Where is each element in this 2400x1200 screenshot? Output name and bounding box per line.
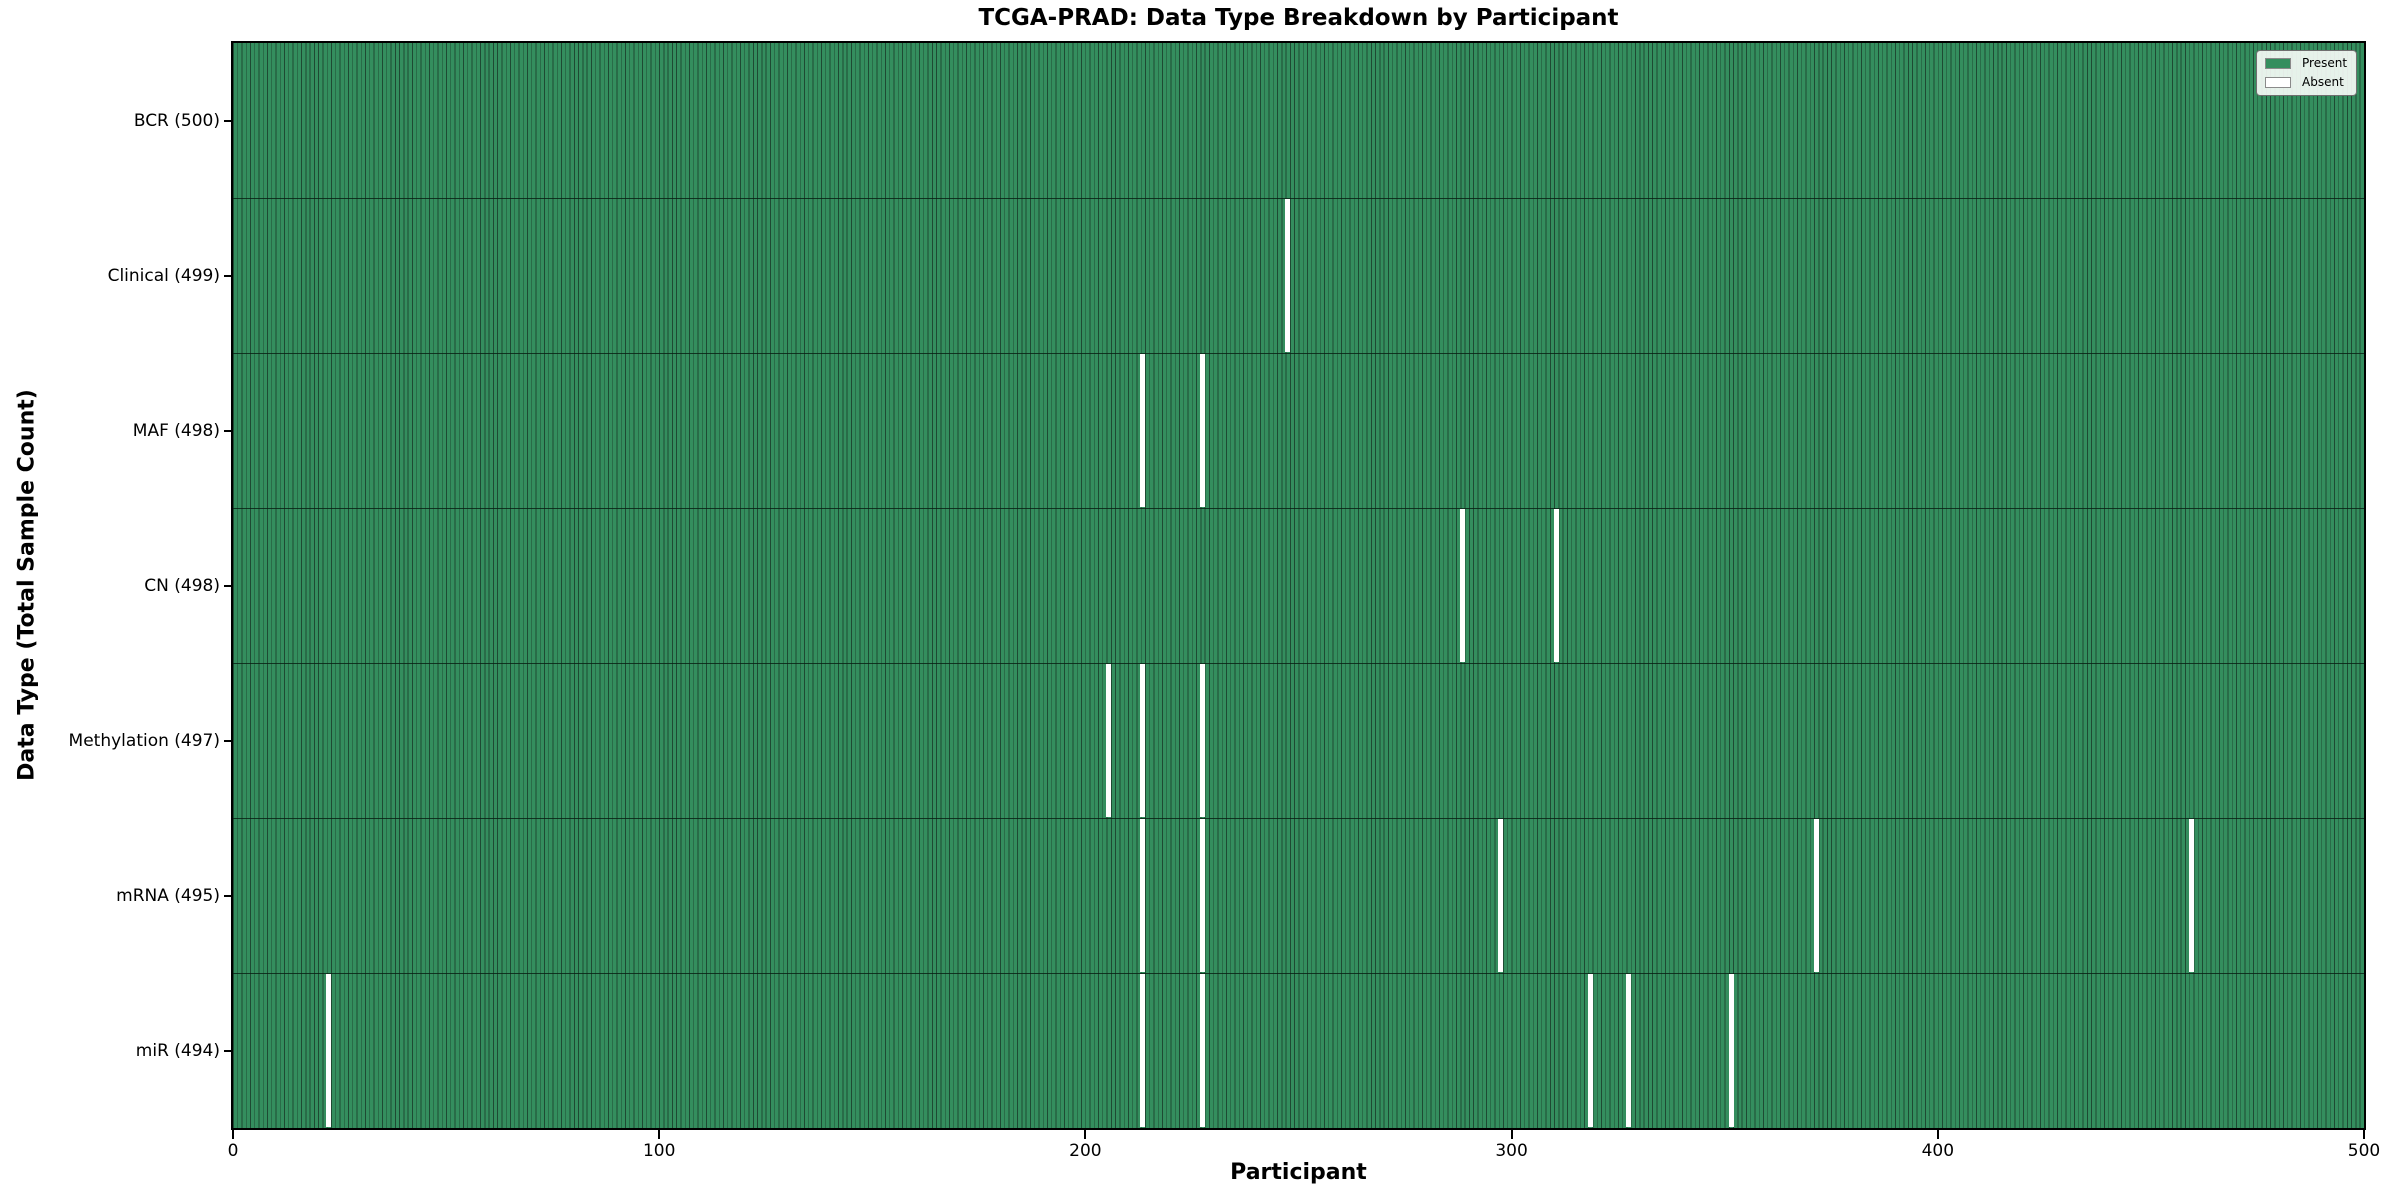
heatmap-row-mrna <box>233 818 2364 973</box>
heatmap-row-bcr <box>233 43 2364 198</box>
xtick-mark <box>1510 1130 1513 1139</box>
absent-cell-mrna-297 <box>1498 819 1504 972</box>
heatmap-row-maf <box>233 353 2364 508</box>
ytick-mark <box>224 274 233 277</box>
ytick-label-clinical: Clinical (499) <box>107 265 220 286</box>
absent-cell-methylation-205 <box>1106 664 1112 817</box>
heatmap-row-cn <box>233 508 2364 663</box>
x-axis-title: Participant <box>1230 1160 1367 1185</box>
absent-cell-methylation-213 <box>1140 664 1146 817</box>
xtick-label-500: 500 <box>2347 1141 2381 1161</box>
absent-cell-mir-318 <box>1587 974 1593 1127</box>
chart-title: TCGA-PRAD: Data Type Breakdown by Partic… <box>978 5 1619 31</box>
legend-label-present: Present <box>2302 56 2348 70</box>
ytick-label-methylation: Methylation (497) <box>68 730 220 751</box>
absent-cell-mir-227 <box>1200 974 1206 1127</box>
xtick-label-400: 400 <box>1921 1141 1955 1161</box>
absent-cell-cn-288 <box>1460 509 1466 662</box>
legend: Present Absent <box>2256 50 2358 96</box>
xtick-mark <box>2363 1130 2365 1139</box>
ytick-mark <box>224 1049 233 1052</box>
ytick-mark <box>224 739 233 742</box>
absent-cell-maf-213 <box>1140 354 1146 507</box>
ytick-label-mir: miR (494) <box>135 1040 220 1061</box>
absent-cell-methylation-227 <box>1200 664 1206 817</box>
absent-cell-mrna-213 <box>1140 819 1146 972</box>
row-divider <box>233 507 2364 509</box>
row-divider <box>233 817 2364 819</box>
ytick-mark <box>224 119 233 122</box>
ytick-mark <box>224 584 233 587</box>
absent-swatch-icon <box>2265 77 2291 88</box>
ytick-label-cn: CN (498) <box>144 575 220 596</box>
heatmap-row-clinical <box>233 198 2364 353</box>
row-divider <box>233 662 2364 664</box>
xtick-label-300: 300 <box>1495 1141 1528 1161</box>
xtick-mark <box>232 1130 234 1139</box>
absent-cell-mrna-371 <box>1813 819 1819 972</box>
absent-cell-mrna-227 <box>1200 819 1206 972</box>
ytick-label-mrna: mRNA (495) <box>116 885 220 906</box>
legend-label-absent: Absent <box>2302 75 2344 89</box>
absent-cell-mir-351 <box>1728 974 1734 1127</box>
present-swatch-icon <box>2265 58 2291 69</box>
ytick-label-bcr: BCR (500) <box>133 110 220 131</box>
row-divider <box>233 972 2364 974</box>
xtick-mark <box>1936 1130 1939 1139</box>
ytick-mark <box>224 429 233 432</box>
xtick-label-200: 200 <box>1069 1141 1102 1161</box>
xtick-label-0: 0 <box>227 1141 239 1161</box>
xtick-label-100: 100 <box>642 1141 676 1161</box>
absent-cell-mrna-459 <box>2188 819 2194 972</box>
ytick-label-maf: MAF (498) <box>132 420 220 441</box>
absent-cell-mir-22 <box>326 974 332 1127</box>
absent-cell-mir-327 <box>1626 974 1632 1127</box>
legend-entry-present: Present <box>2265 57 2347 70</box>
plot-area <box>231 41 2366 1130</box>
heatmap-row-mir <box>233 973 2364 1128</box>
absent-cell-maf-227 <box>1200 354 1206 507</box>
heatmap-row-methylation <box>233 663 2364 818</box>
row-divider <box>233 197 2364 199</box>
absent-cell-clinical-247 <box>1285 199 1291 352</box>
absent-cell-cn-310 <box>1553 509 1559 662</box>
xtick-mark <box>1084 1130 1087 1139</box>
absent-cell-mir-213 <box>1140 974 1146 1127</box>
legend-entry-absent: Absent <box>2265 76 2347 89</box>
row-divider <box>233 352 2364 354</box>
ytick-mark <box>224 894 233 897</box>
xtick-mark <box>658 1130 661 1139</box>
